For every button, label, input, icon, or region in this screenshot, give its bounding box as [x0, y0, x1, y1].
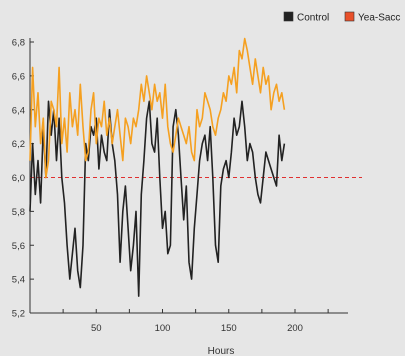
axes: 5,2 5,4 5,6 5,8 6,0 6,2 6,4 6,6 6,8 50 100 150 200 [12, 38, 348, 334]
x-tick-label: 150 [221, 323, 237, 334]
legend-swatch [344, 11, 355, 22]
y-tick-label: 5,4 [12, 275, 25, 286]
legend: Control Yea-Sacc [283, 11, 400, 24]
x-tick-label: 100 [155, 323, 171, 334]
y-tick-label: 6,4 [12, 105, 25, 116]
legend-swatch [283, 11, 294, 22]
series-line-yea-sacc [29, 37, 286, 179]
x-axis-title: Hours [208, 346, 235, 356]
y-tick-label: 6,6 [12, 71, 25, 82]
y-tick-label: 6,2 [12, 139, 25, 150]
x-tick-label: 50 [91, 323, 102, 334]
series-layer [29, 37, 286, 297]
y-tick-label: 5,6 [12, 241, 25, 252]
y-tick-label: 6,0 [12, 173, 25, 184]
legend-label: Yea-Sacc [358, 13, 400, 24]
series-line-control [29, 100, 286, 297]
y-tick-label: 6,8 [12, 38, 25, 49]
y-tick-label: 5,8 [12, 207, 25, 218]
x-tick-label: 200 [287, 323, 303, 334]
legend-label: Control [297, 13, 329, 24]
y-tick-label: 5,2 [12, 309, 25, 320]
